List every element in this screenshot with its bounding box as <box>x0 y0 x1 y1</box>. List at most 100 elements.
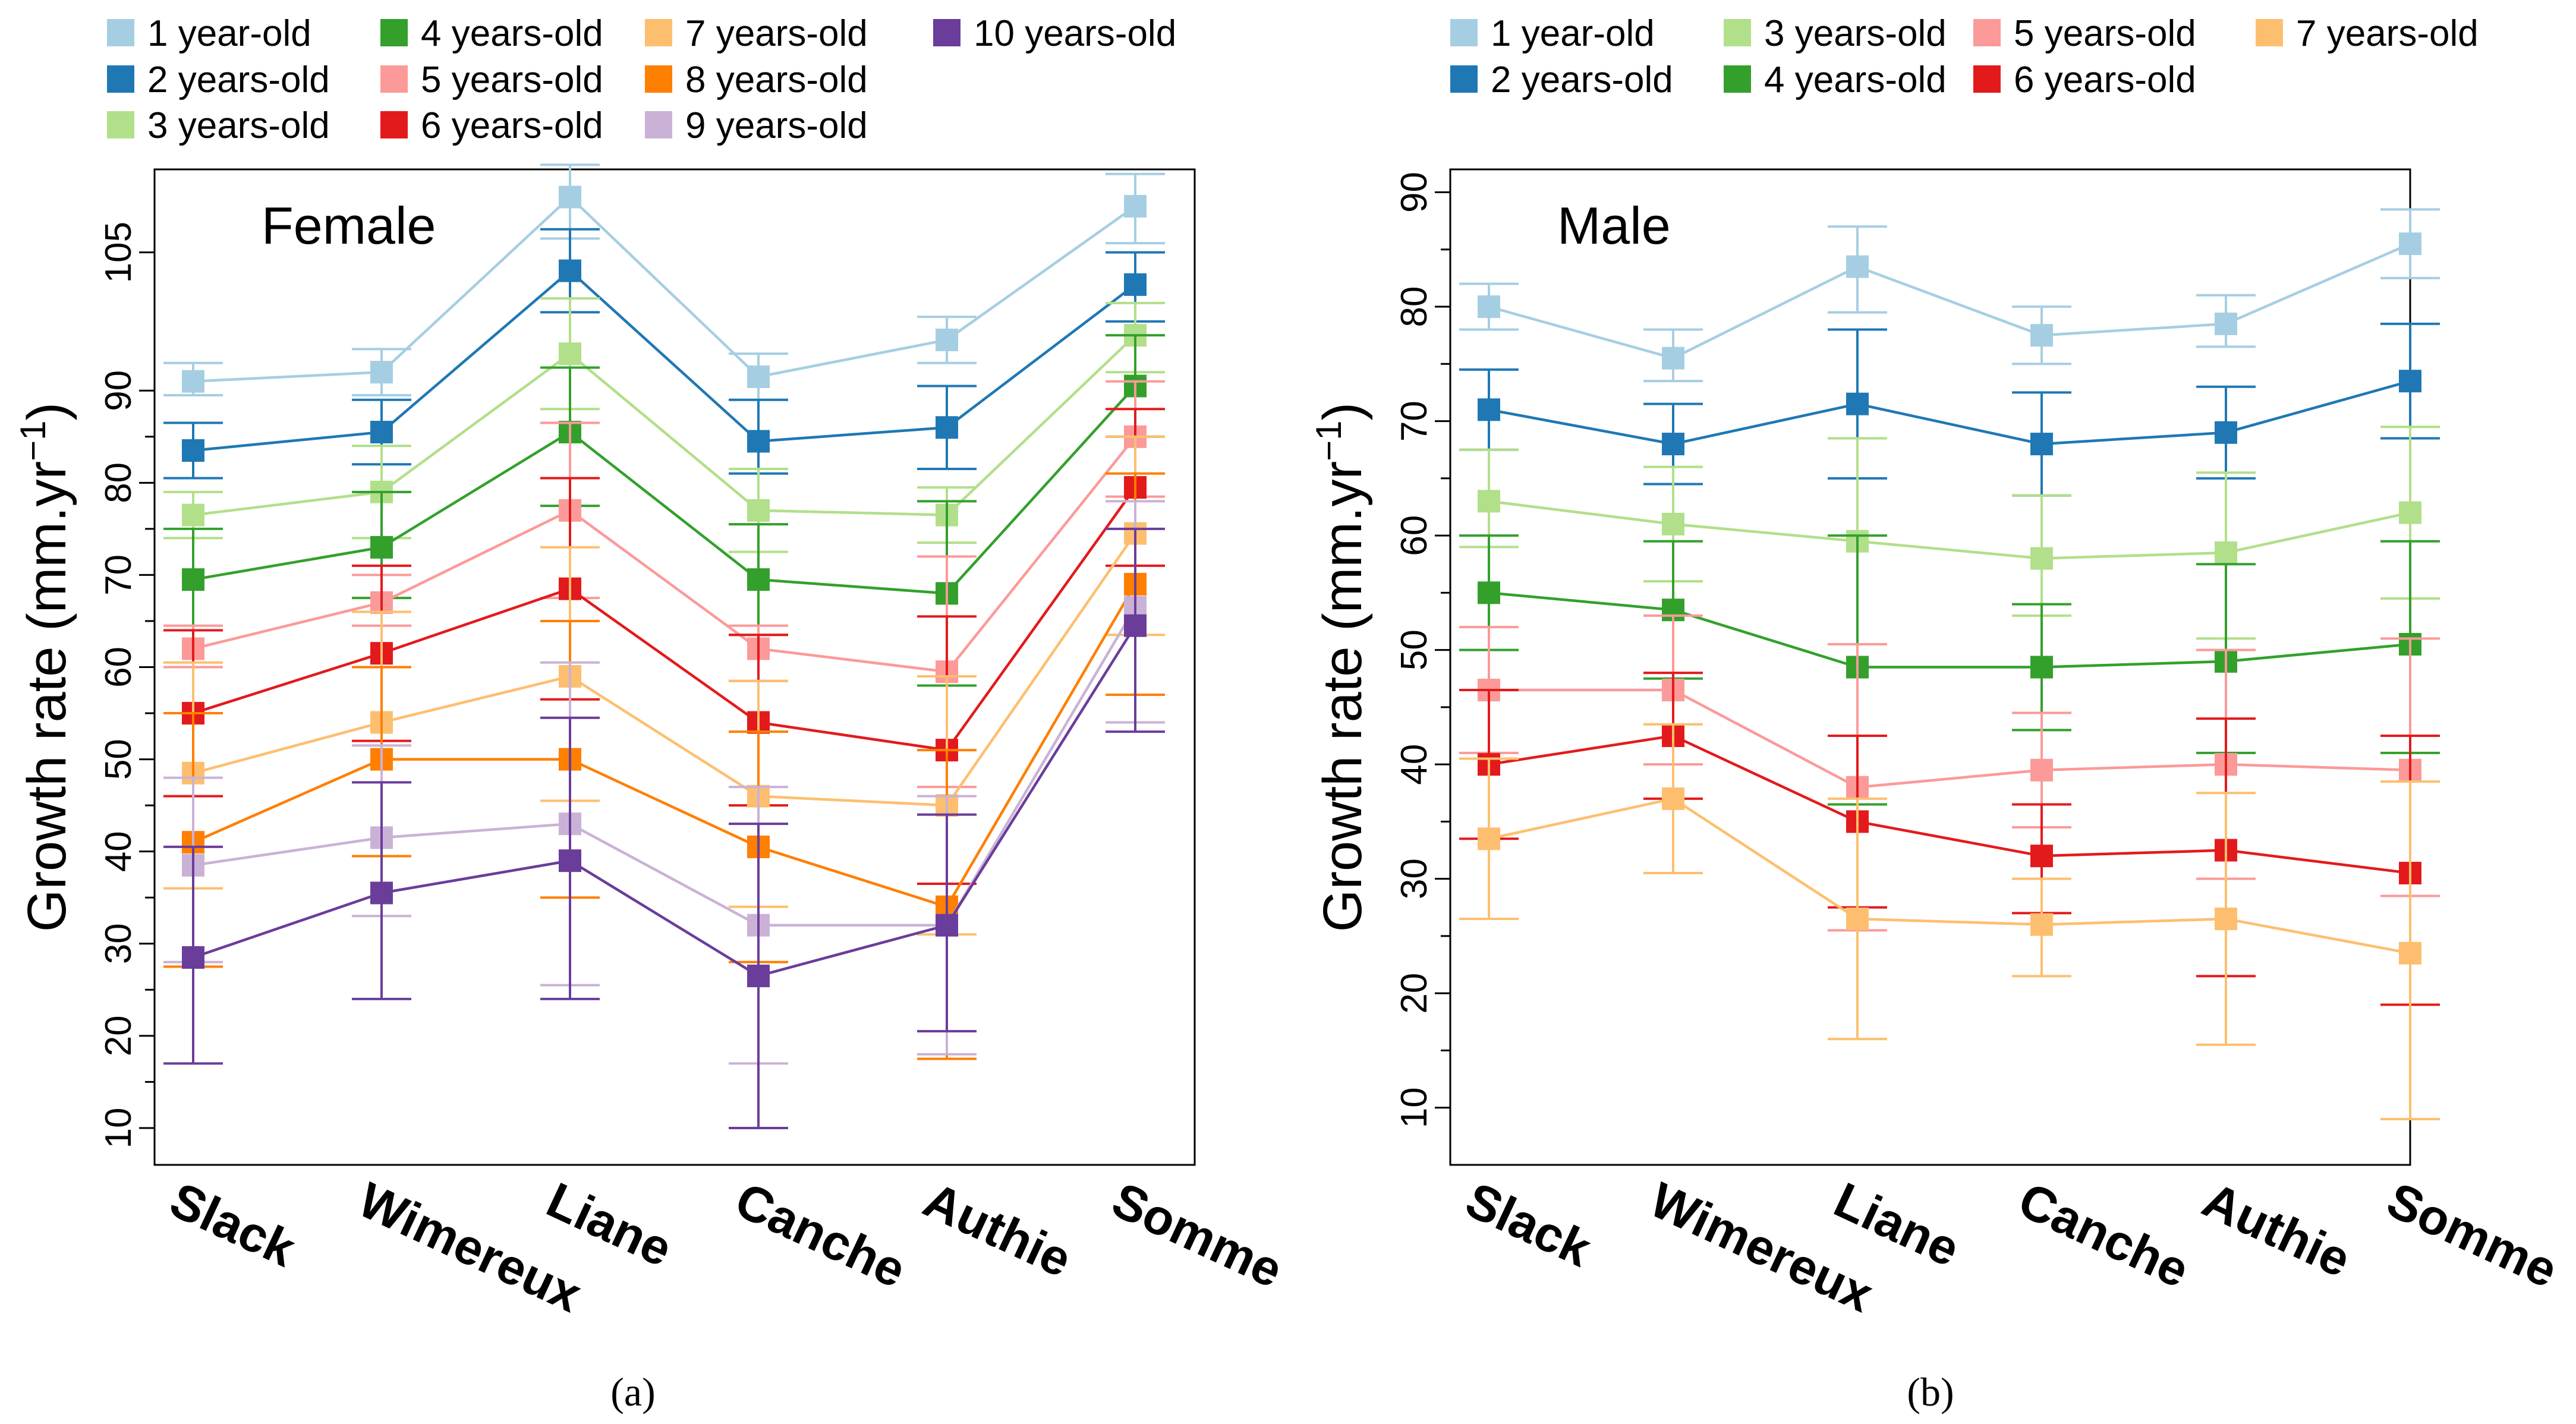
panel-a-y-tick-label: 60 <box>98 647 139 688</box>
data-point-canche <box>2030 758 2053 782</box>
legend-swatch <box>933 19 961 46</box>
panel-a-y-tick-label: 50 <box>98 739 139 780</box>
panel-b-series-5-years-old <box>1459 614 2440 932</box>
panel-a-legend-item-3-years-old: 3 years-old <box>107 105 330 146</box>
series-line <box>193 269 1136 452</box>
panel-a-caption: (a) <box>610 1369 655 1414</box>
panel-b-y-tick-label: 20 <box>1394 973 1435 1014</box>
data-point-wimereux <box>1662 787 1684 810</box>
series-line <box>1489 688 2411 789</box>
panel-a-legend-item-8-years-old: 8 years-old <box>645 59 868 100</box>
data-point-canche <box>747 965 770 988</box>
data-point-canche <box>747 365 770 388</box>
data-point-slack <box>1478 398 1500 421</box>
data-point-wimereux <box>1662 433 1684 456</box>
data-point-somme <box>1124 195 1147 218</box>
panel-a-series-5-years-old <box>163 380 1165 789</box>
panel-b-y-tick-label: 90 <box>1394 172 1435 213</box>
legend-swatch <box>645 65 672 93</box>
panel-a-series-10-years-old <box>163 527 1165 1129</box>
series-line <box>1488 734 2411 875</box>
panel-b-y-tick-label: 10 <box>1394 1087 1435 1128</box>
panel-b-legend-item-4-years-old: 4 years-old <box>1724 59 1947 100</box>
series-line <box>193 583 1136 909</box>
panel-a-y-axis-label-exponent: −1 <box>13 420 53 461</box>
series-line <box>193 606 1136 927</box>
panel-a-series-4-years-old <box>163 334 1165 687</box>
panel-a-series-1-year-old <box>163 163 1165 401</box>
panel-a-y-tick-label: 90 <box>98 370 139 411</box>
data-point-canche <box>2030 656 2053 679</box>
data-point-slack <box>182 946 204 969</box>
data-point-wimereux <box>370 361 393 384</box>
panel-b-y-axis-label-exponent: −1 <box>1309 420 1349 461</box>
panel-a-series-3-years-old <box>163 297 1165 553</box>
data-point-somme <box>2399 941 2421 965</box>
data-point-slack <box>182 503 204 527</box>
legend-swatch <box>380 111 408 138</box>
panel-a-y-axis-label-close: ) <box>17 402 77 421</box>
panel-b-series-2-years-old <box>1459 322 2440 497</box>
panel-b-legend-item-2-years-old: 2 years-old <box>1450 59 1673 100</box>
panel-a-legend-item-9-years-old: 9 years-old <box>645 105 868 146</box>
panel-b-y-tick-label: 30 <box>1394 858 1435 899</box>
data-point-liane <box>559 185 581 209</box>
series-line <box>193 436 1136 673</box>
legend-swatch <box>107 65 134 93</box>
data-point-somme <box>2399 501 2421 524</box>
legend-label: 1 year-old <box>147 13 311 54</box>
legend-label: 3 years-old <box>147 105 330 146</box>
data-point-wimereux <box>370 421 393 444</box>
panel-a-title: Female <box>262 196 436 255</box>
data-point-liane <box>559 849 581 872</box>
legend-swatch <box>1724 19 1751 46</box>
series-line <box>193 625 1136 978</box>
data-point-canche <box>2030 845 2053 868</box>
legend-label: 2 years-old <box>147 59 330 100</box>
panel-b-legend-item-6-years-old: 6 years-old <box>1973 59 2196 100</box>
series-line <box>1488 242 2411 360</box>
panel-b-y-tick-label: 70 <box>1394 401 1435 442</box>
panel-a-legend-item-5-years-old: 5 years-old <box>380 59 603 100</box>
legend-label: 6 years-old <box>2014 59 2196 100</box>
series-line <box>193 385 1136 595</box>
data-point-authie <box>936 416 958 439</box>
panel-b-legend-item-3-years-old: 3 years-old <box>1724 13 1947 54</box>
data-point-wimereux <box>370 535 393 559</box>
data-point-authie <box>2215 312 2237 335</box>
panel-b-y-tick-label: 40 <box>1394 744 1435 785</box>
data-point-liane <box>1846 392 1869 415</box>
panel-b-y-tick-label: 80 <box>1394 286 1435 327</box>
legend-label: 3 years-old <box>1764 13 1947 54</box>
panel-a-y-tick-label: 10 <box>98 1107 139 1148</box>
panel-a-legend-item-10-years-old: 10 years-old <box>933 13 1176 54</box>
legend-swatch <box>380 65 408 93</box>
panel-a-series-8-years-old <box>163 472 1165 1060</box>
panel-a-series-2-years-old <box>163 228 1165 480</box>
panel-b-y-axis-label: Growth rate (mm.yr−1) <box>1309 402 1373 932</box>
panel-a-y-axis-label: Growth rate (mm.yr−1) <box>13 402 77 932</box>
panel-a-y-tick-label: 80 <box>98 462 139 503</box>
series-line <box>1488 591 2411 669</box>
panel-b-legend-item-5-years-old: 5 years-old <box>1973 13 2196 54</box>
panel-b-series-7-years-old <box>1459 723 2440 1120</box>
data-point-slack <box>182 439 204 462</box>
data-point-canche <box>2030 433 2053 456</box>
data-point-wimereux <box>1662 346 1684 370</box>
panel-b-caption: (b) <box>1907 1369 1954 1414</box>
panel-b-legend-item-1-year-old: 1 year-old <box>1450 13 1655 54</box>
data-point-somme <box>2399 370 2421 393</box>
panel-b-category-label-slack: Slack <box>1457 1171 1599 1277</box>
data-point-authie <box>2215 908 2237 931</box>
data-point-canche <box>2030 547 2053 570</box>
data-point-liane <box>559 259 581 282</box>
panel-a-legend-item-1-year-old: 1 year-old <box>107 13 311 54</box>
legend-label: 2 years-old <box>1491 59 1673 100</box>
data-point-slack <box>182 568 204 591</box>
panel-b-title: Male <box>1557 196 1671 255</box>
legend-label: 8 years-old <box>685 59 868 100</box>
data-point-authie <box>2215 421 2237 444</box>
panel-a-y-tick-label: 70 <box>98 555 139 596</box>
panel-b-series-1-year-old <box>1459 208 2440 383</box>
